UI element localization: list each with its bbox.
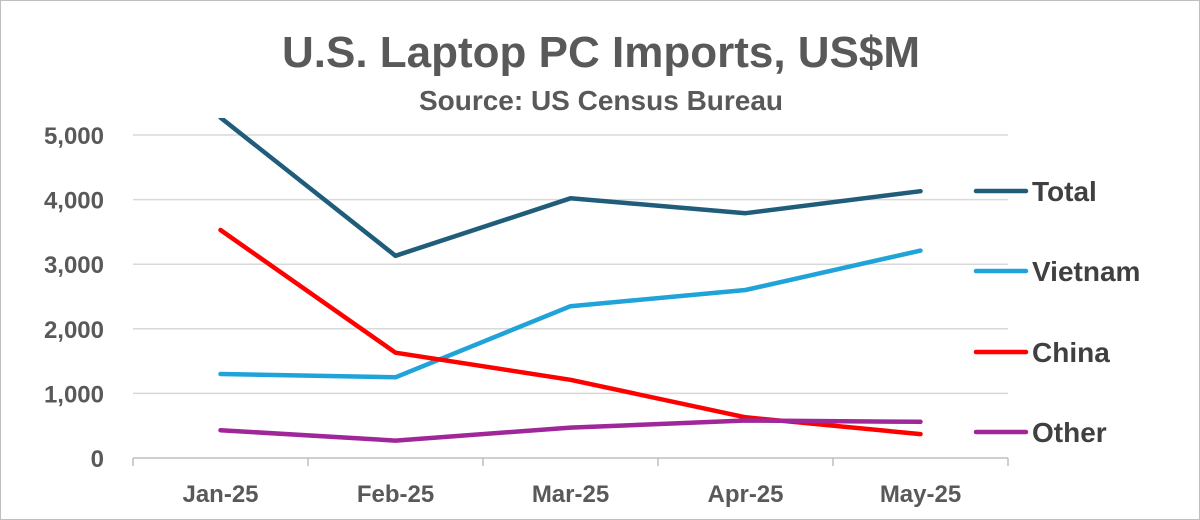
series-lines: [218, 118, 923, 443]
series-line-vietnam: [218, 248, 923, 380]
y-tick-label: 1,000: [44, 381, 104, 408]
legend-label-vietnam: Vietnam: [1032, 256, 1140, 287]
gridlines: [133, 134, 1008, 395]
x-tick-label: Jan-25: [182, 481, 258, 508]
y-tick-label: 2,000: [44, 317, 104, 344]
y-tick-label: 3,000: [44, 252, 104, 279]
series-line-other: [218, 418, 923, 443]
legend-label-total: Total: [1032, 176, 1097, 207]
series-line-china: [218, 227, 923, 437]
x-tick-label: May-25: [880, 481, 961, 508]
y-tick-label: 4,000: [44, 188, 104, 215]
x-tick-label: Apr-25: [707, 481, 783, 508]
chart-title: U.S. Laptop PC Imports, US$M: [281, 28, 921, 77]
series-line-total: [218, 118, 923, 259]
axes: 0 1,000 2,000 3,000 4,000 5,000 Jan-25 Feb-25 Ma…: [44, 123, 1009, 508]
legend-label-china: China: [1032, 337, 1110, 368]
y-tick-label: 5,000: [44, 123, 104, 150]
x-tick-label: Feb-25: [357, 481, 434, 508]
legend: Total Vietnam China Other: [973, 176, 1140, 448]
chart-subtitle: Source: US Census Bureau: [418, 85, 784, 116]
y-tick-label: 0: [91, 446, 104, 473]
legend-label-other: Other: [1032, 417, 1107, 448]
x-tick-label: Mar-25: [532, 481, 609, 508]
